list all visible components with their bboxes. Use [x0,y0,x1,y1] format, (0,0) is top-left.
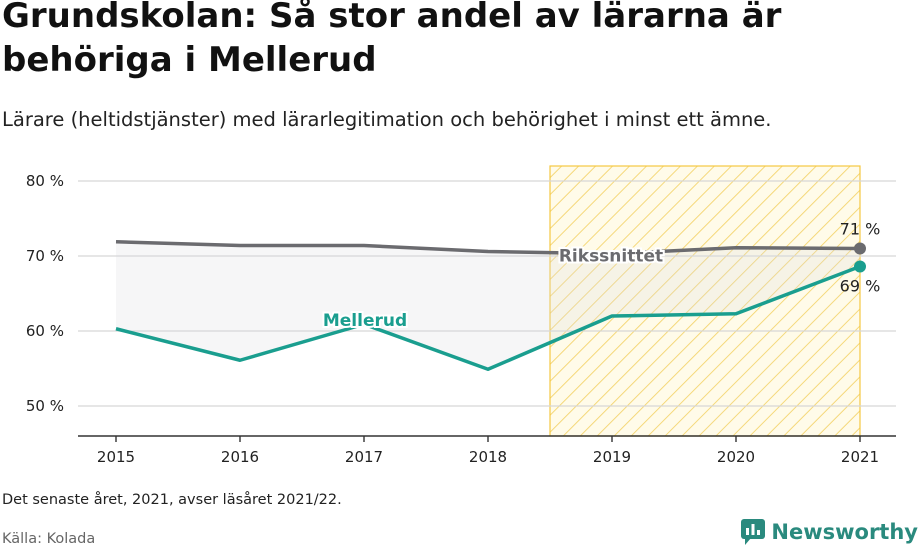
series-line-riket [115,240,861,256]
y-tick-label: 80 % [26,172,64,190]
newsworthy-logo: Newsworthy [741,519,918,545]
series-label-mellerud: Mellerud [323,311,407,331]
y-tick-label: 70 % [26,247,64,265]
end-label-riket: 71 % [840,220,881,239]
chart-bubble-icon [741,519,766,545]
series-label-riket: Rikssnittet [559,246,663,266]
chart-subtitle: Lärare (heltidstjänster) med lärarlegiti… [2,108,772,131]
chart-title: Grundskolan: Så stor andel av lärarna är… [2,0,782,80]
x-tick-label: 2018 [469,448,507,466]
highlight-period [549,165,861,437]
x-tick-label: 2019 [593,448,631,466]
end-label-mellerud: 69 % [840,277,881,296]
end-point-riket [854,242,866,255]
source-label: Källa: Kolada [2,531,96,547]
x-tick-label: 2021 [841,448,879,466]
y-tick-label: 50 % [26,397,64,415]
footnote: Det senaste året, 2021, avser läsåret 20… [2,492,342,508]
x-tick-label: 2020 [717,448,755,466]
series-line-mellerud [115,264,861,371]
brand-name: Newsworthy [771,520,918,544]
gap-area [116,241,860,370]
x-tick-label: 2016 [221,448,259,466]
x-tick-label: 2015 [97,448,135,466]
y-tick-label: 60 % [26,322,64,340]
end-point-mellerud [854,260,866,273]
line-chart: 50 % 60 % 70 % 80 % 71 % 69 % Rikssnittet Mell… [26,165,896,466]
x-tick-label: 2017 [345,448,383,466]
